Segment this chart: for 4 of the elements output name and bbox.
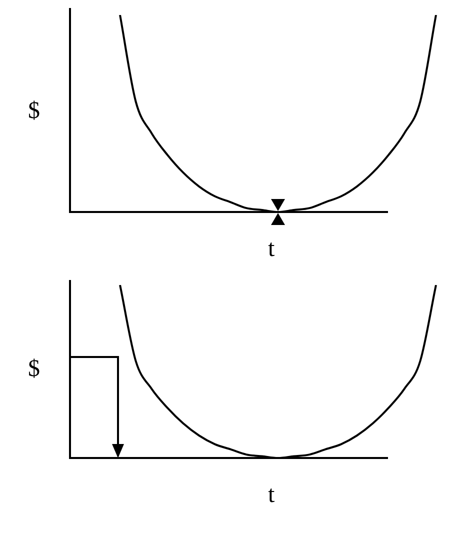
y-axis-title: $ [28,98,40,124]
x-axis-title: t [268,482,275,509]
y-axis-title: $ [28,356,40,382]
x-axis-title: t [268,236,275,263]
